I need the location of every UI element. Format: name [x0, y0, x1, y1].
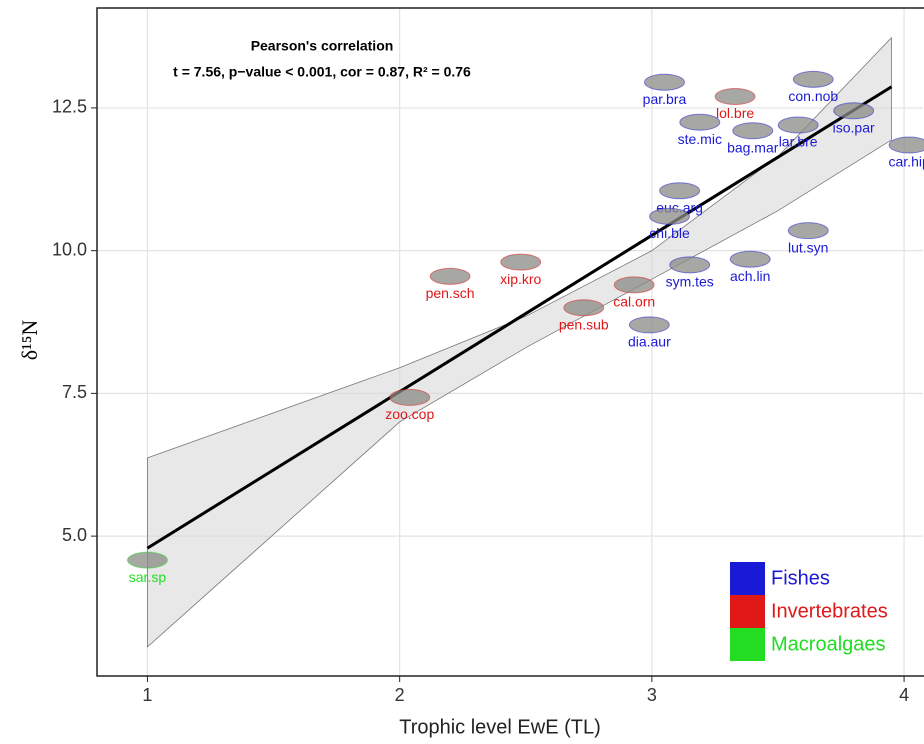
point-icon [628, 316, 670, 334]
point-icon [792, 70, 834, 88]
point-label: chi.ble [649, 225, 690, 241]
legend-swatch [730, 562, 765, 595]
point-label: sar.sp [129, 569, 167, 585]
legend-swatch [730, 595, 765, 628]
point-label: cal.orn [613, 294, 655, 310]
point-icon [649, 207, 691, 225]
point-icon [643, 73, 685, 91]
point-icon [389, 388, 431, 406]
annotation-text: t = 7.56, p−value < 0.001, cor = 0.87, R… [173, 64, 471, 80]
point-label: par.bra [643, 91, 687, 107]
point-icon [714, 87, 756, 105]
point-label: ach.lin [730, 268, 770, 284]
legend-label: Macroalgaes [771, 633, 886, 655]
legend-swatch [730, 628, 765, 661]
regression-line [146, 85, 893, 550]
y-axis-title: δ¹⁵N [17, 320, 42, 361]
point-label: dia.aur [628, 334, 671, 350]
legend-label: Invertebrates [771, 600, 888, 622]
point-label: ste.mic [678, 131, 722, 147]
point-label: car.hip [889, 154, 924, 170]
x-tick-label: 1 [142, 685, 152, 705]
y-tick-label: 10.0 [52, 239, 87, 259]
x-axis-title: Trophic level EwE (TL) [399, 716, 601, 738]
point-label: pen.sub [559, 316, 609, 332]
point-label: bag.mar [727, 139, 779, 155]
point-label: lut.syn [788, 239, 828, 255]
point-label: iso.par [833, 119, 875, 135]
point-label: zoo.cop [385, 406, 434, 422]
point-icon [500, 253, 542, 271]
point-icon [679, 113, 721, 131]
point-label: sym.tes [666, 274, 714, 290]
x-tick-label: 4 [899, 685, 909, 705]
point-label: lar.bre [779, 134, 818, 150]
annotation-title: Pearson's correlation [251, 38, 394, 54]
point-icon [613, 276, 655, 294]
panel-border [96, 7, 924, 677]
legend-label: Fishes [771, 567, 830, 589]
point-icon [563, 299, 605, 317]
x-tick-label: 2 [395, 685, 405, 705]
point-icon [126, 551, 168, 569]
confidence-band [147, 36, 892, 648]
point-label: xip.kro [500, 271, 541, 287]
point-icon [787, 222, 829, 240]
point-icon [669, 256, 711, 274]
point-icon [729, 250, 771, 268]
point-icon [659, 182, 701, 200]
y-tick-label: 12.5 [52, 97, 87, 117]
point-label: con.nob [788, 88, 838, 104]
plot: par.bra con.nob ste.mic bag.mar lar.bre iso.p… [52, 7, 924, 705]
point-label: lol.bre [716, 105, 754, 121]
point-label: pen.sch [426, 285, 475, 301]
y-tick-label: 5.0 [62, 525, 87, 545]
x-tick-label: 3 [647, 685, 657, 705]
point-icon [888, 136, 924, 154]
point-icon [833, 102, 875, 120]
point-icon [429, 267, 471, 285]
point-icon [732, 122, 774, 140]
point-icon [777, 116, 819, 134]
y-tick-label: 7.5 [62, 382, 87, 402]
